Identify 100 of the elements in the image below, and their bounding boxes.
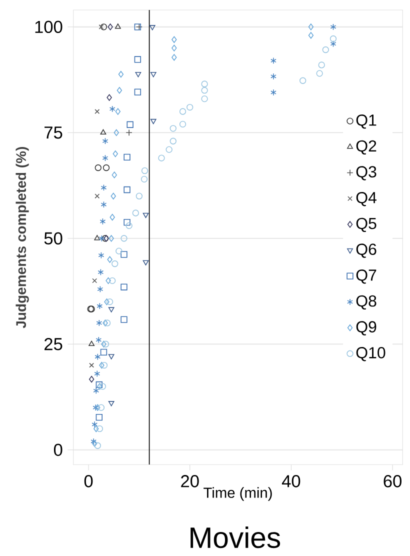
point bbox=[201, 80, 208, 88]
point bbox=[94, 442, 101, 449]
point bbox=[270, 73, 276, 80]
point bbox=[94, 194, 100, 199]
point bbox=[96, 320, 102, 326]
point bbox=[132, 210, 139, 216]
point bbox=[112, 150, 118, 158]
point bbox=[106, 277, 111, 284]
point bbox=[108, 235, 114, 242]
point bbox=[126, 129, 132, 136]
point bbox=[308, 32, 314, 39]
x-tick-label: 40 bbox=[282, 475, 300, 488]
point bbox=[96, 336, 102, 344]
point bbox=[90, 438, 97, 445]
legend-label: Q3 bbox=[356, 166, 376, 180]
point bbox=[92, 278, 98, 284]
point bbox=[330, 40, 336, 48]
point bbox=[114, 24, 121, 29]
y-axis-title: Judgements completed (%) bbox=[16, 147, 29, 328]
point bbox=[142, 260, 149, 266]
point bbox=[102, 340, 110, 348]
y-tick-label: 75 bbox=[44, 126, 62, 139]
point bbox=[120, 251, 128, 258]
point bbox=[116, 248, 122, 254]
point bbox=[172, 54, 177, 61]
point bbox=[134, 56, 142, 63]
legend-label: Q1 bbox=[356, 114, 376, 129]
point bbox=[98, 268, 104, 276]
point bbox=[94, 235, 100, 240]
x-tick-label: 0 bbox=[84, 475, 93, 488]
point bbox=[110, 214, 115, 221]
x-axis-title: Time (min) bbox=[204, 487, 272, 501]
point bbox=[92, 404, 99, 411]
point bbox=[104, 320, 111, 326]
point bbox=[150, 72, 156, 78]
point bbox=[92, 421, 98, 428]
point bbox=[102, 154, 108, 162]
point bbox=[308, 24, 314, 30]
point bbox=[95, 404, 100, 411]
point bbox=[88, 340, 95, 346]
point bbox=[93, 387, 100, 394]
point bbox=[94, 370, 100, 378]
point bbox=[120, 284, 128, 290]
point bbox=[120, 235, 128, 242]
point bbox=[99, 383, 106, 390]
legend-label: Q7 bbox=[356, 270, 376, 284]
point bbox=[96, 302, 103, 310]
point bbox=[124, 154, 130, 161]
legend-label: Q4 bbox=[356, 192, 376, 206]
text: Movies bbox=[190, 526, 280, 548]
point bbox=[120, 316, 128, 323]
point bbox=[104, 298, 110, 306]
point bbox=[112, 172, 117, 178]
point bbox=[108, 307, 114, 312]
legend-label: Q8 bbox=[356, 295, 376, 310]
x-tick-label: 20 bbox=[181, 475, 199, 488]
legend-label: Q6 bbox=[356, 244, 376, 258]
point bbox=[179, 120, 186, 128]
point bbox=[96, 414, 103, 421]
point bbox=[106, 298, 114, 306]
point bbox=[186, 104, 194, 111]
point bbox=[316, 70, 323, 77]
point bbox=[108, 401, 114, 406]
point bbox=[166, 146, 172, 153]
point bbox=[100, 184, 107, 191]
point bbox=[134, 88, 142, 96]
point bbox=[109, 277, 116, 284]
point bbox=[98, 404, 105, 411]
point bbox=[88, 376, 94, 383]
point bbox=[322, 46, 329, 54]
point bbox=[116, 87, 122, 94]
point bbox=[110, 192, 116, 200]
point bbox=[102, 138, 108, 144]
y-tick-label: 25 bbox=[44, 338, 62, 350]
point bbox=[102, 164, 110, 172]
point bbox=[126, 121, 134, 128]
point bbox=[300, 77, 306, 84]
point bbox=[124, 218, 130, 226]
point bbox=[100, 362, 108, 369]
point bbox=[141, 167, 148, 174]
point bbox=[270, 57, 276, 64]
point bbox=[100, 218, 106, 225]
point bbox=[94, 109, 100, 114]
point bbox=[201, 87, 208, 94]
point bbox=[124, 186, 130, 194]
point bbox=[270, 89, 276, 96]
legend-label: Q5 bbox=[356, 218, 376, 232]
point bbox=[99, 362, 104, 369]
point bbox=[107, 256, 112, 263]
point bbox=[112, 260, 118, 268]
legend-label: Q2 bbox=[356, 140, 376, 155]
point bbox=[330, 35, 337, 42]
point bbox=[100, 24, 108, 30]
point bbox=[109, 106, 116, 112]
legend-label: Q9 bbox=[356, 321, 376, 336]
point bbox=[172, 44, 177, 52]
point bbox=[158, 154, 165, 162]
point bbox=[201, 95, 208, 102]
point bbox=[172, 36, 177, 43]
point bbox=[136, 192, 143, 200]
